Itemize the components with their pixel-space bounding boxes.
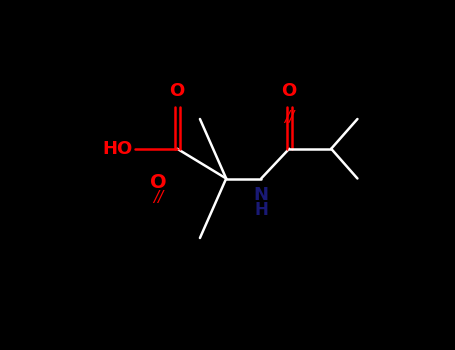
Text: O: O <box>150 173 166 191</box>
Text: O: O <box>282 83 297 100</box>
Text: N: N <box>254 186 269 204</box>
Text: H: H <box>254 201 268 219</box>
Text: //: // <box>153 190 163 204</box>
Text: HO: HO <box>102 140 132 158</box>
Text: O: O <box>170 83 185 100</box>
Text: //: // <box>284 110 294 125</box>
